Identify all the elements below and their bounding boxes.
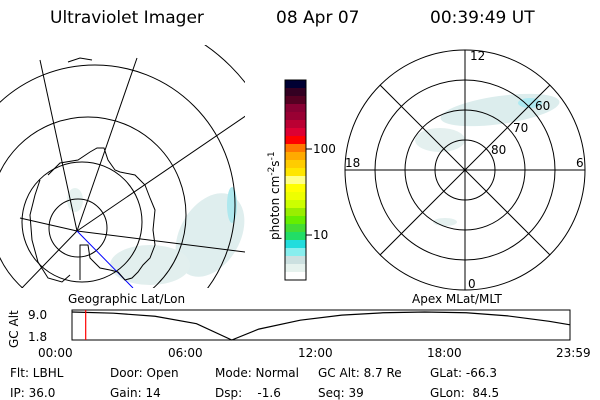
meridian [76, 230, 245, 253]
y-tick-label: 1.8 [28, 330, 47, 344]
filter-status: Flt: LBHL [10, 366, 64, 380]
y-tick-label: 9.0 [28, 308, 47, 322]
mlt-line [379, 84, 551, 256]
colorbar-tick-label: 100 [313, 142, 336, 156]
colorbar-swatch [285, 128, 306, 137]
mlat-label-80: 80 [491, 143, 506, 157]
time-label: 00:39:49 UT [430, 8, 535, 28]
lat-circle [21, 161, 143, 283]
colorbar-frame [284, 79, 307, 281]
colorbar-swatch [285, 168, 306, 177]
mag-map-label: Apex MLat/MLT [412, 292, 502, 306]
magnetic-polar-plot [344, 49, 586, 291]
colorbar-swatch [285, 176, 306, 185]
mlt-label-6: 6 [576, 156, 584, 170]
meridian [76, 57, 138, 232]
colorbar-swatch [285, 88, 306, 97]
colorbar-swatch [285, 224, 306, 233]
colorbar-swatch [285, 120, 306, 129]
colorbar-swatch [285, 240, 306, 249]
colorbar-swatch [285, 96, 306, 105]
meridian [21, 230, 78, 288]
colorbar-swatch [285, 264, 306, 273]
mlt-label-18: 18 [345, 156, 360, 170]
y-axis-label: GC Alt [7, 310, 21, 348]
dsp-status: Dsp: -1.6 [215, 386, 281, 400]
x-tick-label: 00:00 [38, 346, 73, 360]
colorbar-swatch [285, 136, 306, 145]
x-tick-label: 12:00 [298, 346, 333, 360]
lat-circle [204, 45, 245, 84]
door-status: Door: Open [110, 366, 179, 380]
instrument-title: Ultraviolet Imager [50, 8, 204, 28]
gc-alt-status: GC Alt: 8.7 Re [318, 366, 402, 380]
colorbar-swatch [285, 272, 306, 281]
meridian [19, 217, 78, 232]
x-tick-label: 23:59 [556, 346, 591, 360]
colorbar-swatch [285, 80, 306, 89]
colorbar-swatch [285, 184, 306, 193]
meridian [76, 115, 245, 232]
colorbar-swatch [285, 208, 306, 217]
colorbar-swatch [285, 144, 306, 153]
aurora-emission [415, 93, 560, 226]
gain-status: Gain: 14 [110, 386, 161, 400]
mlt-label-0: 0 [468, 277, 476, 291]
altitude-plot-frame [71, 309, 571, 341]
colorbar-swatch [285, 192, 306, 201]
coastline [67, 57, 93, 63]
colorbar-swatch [285, 248, 306, 257]
glon-status: GLon: 84.5 [430, 386, 500, 400]
date-label: 08 Apr 07 [276, 8, 360, 28]
ip-status: IP: 36.0 [10, 386, 56, 400]
colorbar-swatch [285, 160, 306, 169]
aurora-emission [67, 187, 245, 285]
meridian [39, 59, 78, 232]
lat-circle [0, 64, 236, 288]
x-tick-label: 06:00 [168, 346, 203, 360]
mlt-label-12: 12 [470, 49, 485, 63]
x-tick-label: 18:00 [427, 346, 462, 360]
mlat-label-60: 60 [535, 99, 550, 113]
colorbar-unit-label: photon cm-2s-1 [267, 151, 282, 240]
lat-circle [48, 198, 108, 258]
glat-status: GLat: -66.3 [430, 366, 497, 380]
geo-map-label: Geographic Lat/Lon [68, 292, 185, 306]
colorbar [285, 80, 306, 281]
colorbar-swatch [285, 152, 306, 161]
colorbar-swatch [285, 200, 306, 209]
colorbar-swatch [285, 232, 306, 241]
seq-status: Seq: 39 [318, 386, 364, 400]
lat-circle [0, 116, 187, 288]
colorbar-swatch [285, 256, 306, 265]
colorbar-swatch [285, 216, 306, 225]
colorbar-swatch [285, 104, 306, 113]
colorbar-tick-label: 10 [313, 228, 328, 242]
altitude-series-line [71, 311, 571, 341]
mode-status: Mode: Normal [215, 366, 299, 380]
colorbar-swatch [285, 112, 306, 121]
mlat-label-70: 70 [513, 121, 528, 135]
coastline [29, 147, 156, 283]
